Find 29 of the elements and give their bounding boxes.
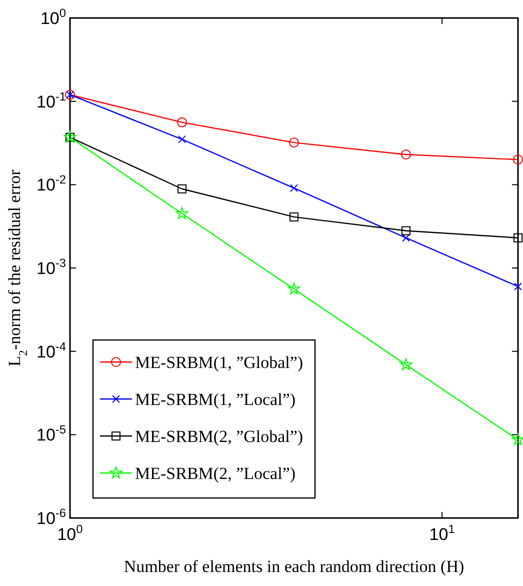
- y-tick-label: 10$^{-5}$: [36, 422, 66, 445]
- y-tick-label: 10$^{-3}$: [36, 256, 66, 278]
- point: [290, 184, 298, 192]
- point: [176, 207, 188, 219]
- point: [289, 138, 299, 148]
- y-tick-label: 10$^{-6}$: [36, 506, 66, 528]
- y-tick-label: 10$^{-1}$: [36, 89, 66, 112]
- legend-label: ME-SRBM(2, ”Global”): [135, 427, 304, 446]
- point: [514, 282, 522, 290]
- point: [290, 212, 298, 222]
- legend-label: ME-SRBM(1, ”Global”): [135, 353, 304, 372]
- y-tick-label: 10$^{-2}$: [36, 172, 66, 195]
- point: [402, 234, 410, 242]
- point: [513, 154, 523, 165]
- point: [512, 433, 523, 446]
- point: [288, 282, 300, 294]
- legend-label: ME-SRBM(1, ”Local”): [135, 390, 296, 409]
- x-axis-title: Number of elements in each random direction (H): [124, 557, 464, 576]
- point: [514, 233, 522, 242]
- point: [177, 117, 187, 128]
- x-tick-label: 10$^{1}$: [429, 522, 456, 544]
- y-tick-label: 10$^{-4}$: [36, 339, 66, 362]
- point: [178, 184, 186, 194]
- point: [401, 150, 411, 160]
- point: [402, 226, 410, 236]
- legend-label: ME-SRBM(2, ”Local”): [135, 464, 296, 483]
- point: [400, 358, 412, 370]
- point: [178, 135, 186, 144]
- y-tick-label: 10$^{0}$: [40, 6, 66, 28]
